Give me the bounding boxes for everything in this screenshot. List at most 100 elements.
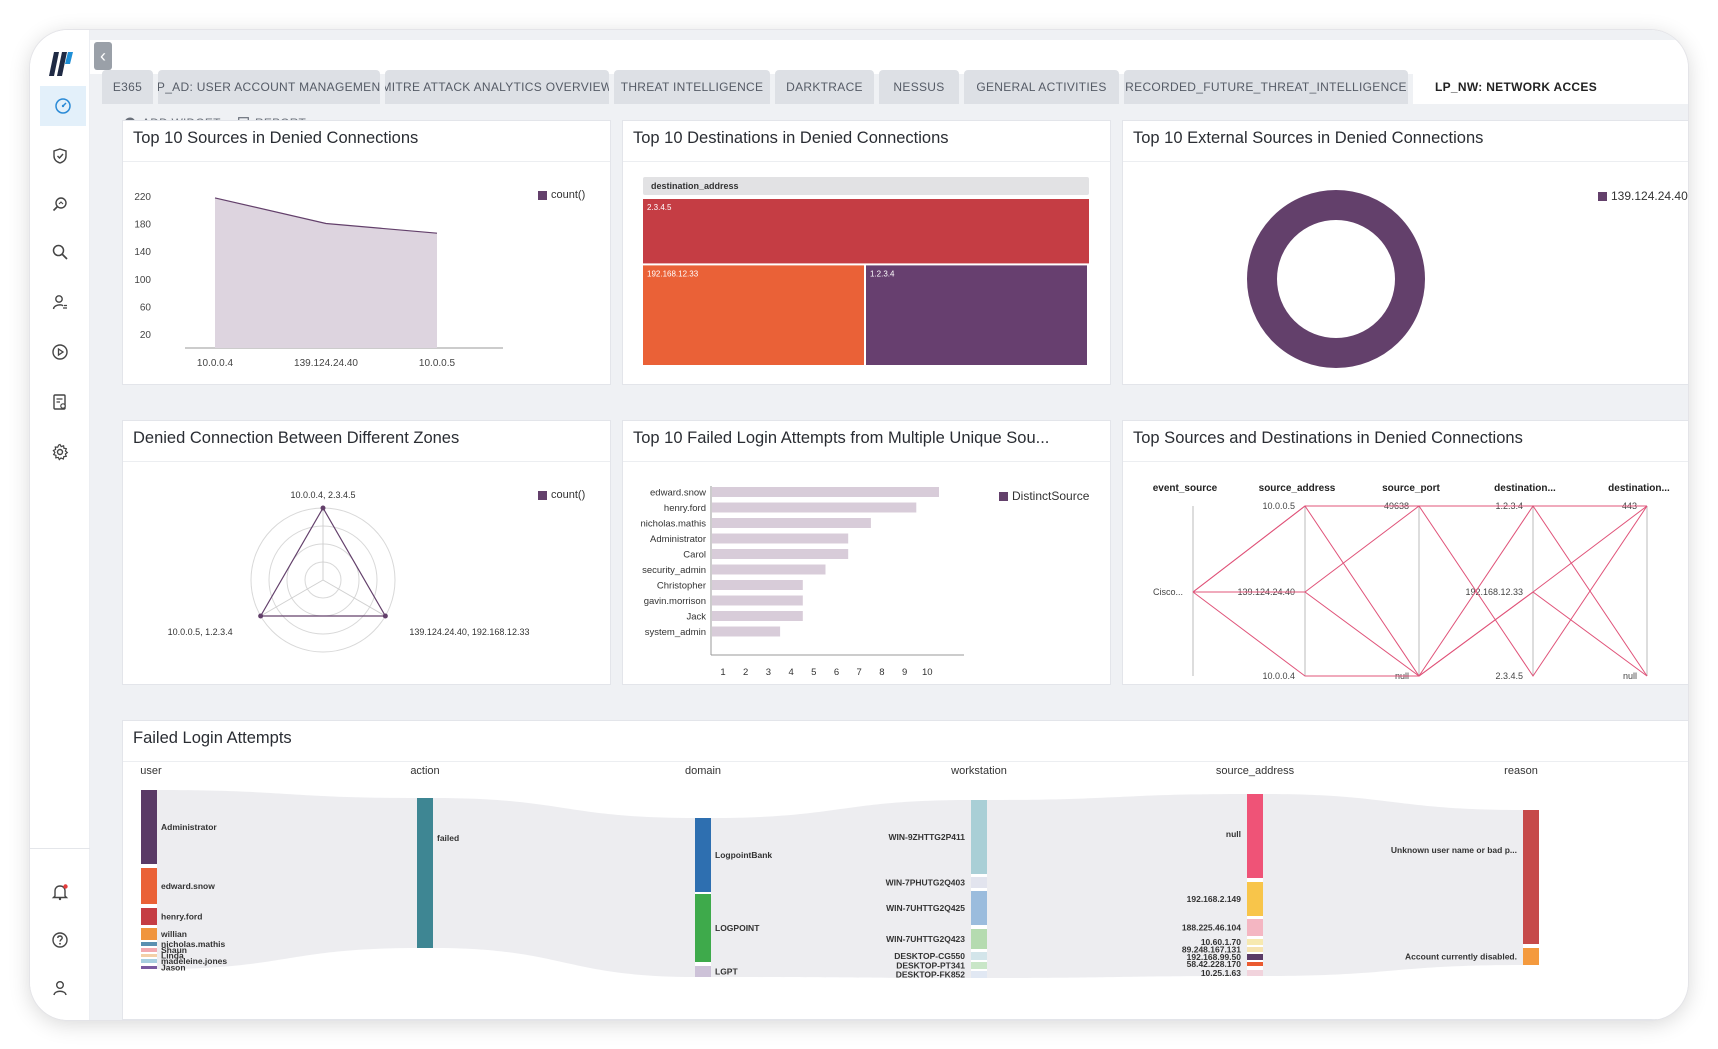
axis-tick-label: 10.0.0.5: [1262, 501, 1295, 511]
tab-scroll-left-button[interactable]: ‹: [94, 42, 112, 70]
legend-swatch: [538, 490, 547, 500]
treemap-cell: [643, 265, 864, 365]
x-tick-label: 7: [857, 667, 862, 678]
x-tick-label: 9: [902, 667, 907, 678]
gear-icon[interactable]: [40, 432, 80, 472]
tab-lp-nw-network-access[interactable]: LP_NW: NETWORK ACCES: [1413, 70, 1688, 104]
tab-lp-ad-user-account-management[interactable]: LP_AD: USER ACCOUNT MANAGEMENT: [158, 70, 380, 104]
widget-divider: [123, 161, 610, 162]
widget-divider: [1123, 161, 1688, 162]
sankey-node-label: WIN-9ZHTTG2P411: [888, 832, 965, 842]
radar-point: [382, 613, 388, 619]
x-tick-label: 10.0.0.5: [419, 358, 456, 369]
chart-legend: count(): [538, 489, 585, 501]
legend-label: count(): [551, 489, 586, 501]
bar: [712, 595, 803, 606]
tab-general-activities[interactable]: GENERAL ACTIVITIES: [964, 70, 1119, 104]
play-icon[interactable]: [40, 332, 80, 372]
sankey-node: [695, 894, 711, 962]
tab-label: LP_AD: USER ACCOUNT MANAGEMENT: [158, 80, 380, 94]
sankey-node-label: 10.60.1.70: [1201, 937, 1241, 947]
sankey-node: [141, 908, 157, 925]
sankey-node-label: edward.snow: [161, 881, 215, 891]
report-icon[interactable]: [40, 382, 80, 422]
help-icon[interactable]: [40, 920, 80, 960]
sankey-link: [1263, 794, 1523, 976]
tab-label: LP_NW: NETWORK ACCES: [1435, 80, 1597, 94]
sankey-node-label: Unknown user name or bad p...: [1391, 845, 1517, 855]
legend-label: 139.124.24.40: [1611, 189, 1688, 203]
logpoint-logo: [49, 52, 73, 76]
axis-tick-label: 192.168.12.33: [1465, 587, 1523, 597]
dimension-label: destination...: [1494, 483, 1556, 494]
sankey-link: [987, 794, 1247, 978]
y-tick-label: Christopher: [657, 581, 706, 592]
donut-slice: [1247, 190, 1425, 368]
x-tick-label: 6: [834, 667, 839, 678]
sankey-node-label: Account currently disabled.: [1405, 952, 1517, 962]
sankey-node-label: 192.168.2.149: [1187, 894, 1242, 904]
y-tick-label: 180: [134, 220, 151, 231]
area-series-line: [214, 197, 438, 234]
sankey-node-label: WIN-7UHTTG2Q425: [886, 903, 965, 913]
area-chart: 20 60 100 140 180 220 10.0.0.4 139.124.24.40 10.…: [134, 192, 503, 369]
sankey-node-label: LogpointBank: [715, 850, 772, 860]
sankey-node-label: null: [1226, 829, 1241, 839]
sankey-node-label: failed: [437, 833, 459, 843]
y-tick-label: 60: [140, 303, 152, 314]
area-series-fill: [215, 197, 437, 348]
tab-mitre-attack-analytics-overview[interactable]: MITRE ATTACK ANALYTICS OVERVIEW: [385, 70, 609, 104]
widget-top-external-sources: Top 10 External Sources in Denied Connec…: [1122, 120, 1688, 385]
bar: [712, 611, 803, 621]
sankey-node: [1247, 882, 1263, 916]
treemap-cell-label: 1.2.3.4: [870, 269, 895, 278]
sankey-node-label: DESKTOP-FK852: [896, 970, 966, 980]
sankey-node: [141, 790, 157, 864]
app-window: ‹ E365 LP_AD: USER ACCOUNT MANAGEMENT MI…: [30, 30, 1688, 1020]
widget-divider: [123, 461, 610, 462]
widget-title: Top 10 Destinations in Denied Connection…: [633, 129, 949, 147]
sankey-node: [1247, 794, 1263, 878]
x-tick-label: 1: [720, 667, 725, 678]
tab-nessus[interactable]: NESSUS: [879, 70, 959, 104]
tab-darktrace[interactable]: DARKTRACE: [775, 70, 874, 104]
sankey-node-label: WIN-7PHUTG2Q403: [886, 878, 966, 888]
tab-e365[interactable]: E365: [102, 70, 153, 104]
legend-swatch: [1598, 191, 1607, 201]
horizontal-bar-chart: edward.snow henry.ford nicholas.mathis Admi…: [641, 486, 964, 678]
sankey-column-label: action: [410, 765, 439, 777]
dashboard-icon[interactable]: [40, 86, 86, 126]
legend-label: DistinctSource: [1012, 489, 1090, 503]
sankey-node: [971, 962, 987, 969]
y-tick-label: edward.snow: [650, 488, 706, 499]
bell-icon[interactable]: [40, 872, 80, 912]
axis-tick-label: 10.0.0.4: [1262, 671, 1295, 681]
sankey-node: [141, 954, 157, 957]
search-icon[interactable]: [40, 232, 80, 272]
user-settings-icon[interactable]: [40, 282, 80, 322]
sankey-column-label: source_address: [1216, 765, 1295, 777]
x-tick-label: 8: [879, 667, 884, 678]
y-tick-label: security_admin: [642, 565, 706, 576]
sankey-node: [695, 818, 711, 892]
tab-threat-intelligence[interactable]: THREAT INTELLIGENCE: [614, 70, 770, 104]
sidebar: [30, 30, 90, 1020]
widget-title: Top 10 Sources in Denied Connections: [133, 129, 419, 147]
x-tick-label: 5: [811, 667, 816, 678]
sankey-node: [141, 942, 157, 946]
search-analytics-icon[interactable]: [40, 184, 80, 224]
bar: [712, 549, 849, 559]
y-tick-label: 20: [140, 330, 152, 341]
dimension-label: destination...: [1608, 483, 1670, 494]
sankey-column-label: workstation: [950, 765, 1007, 777]
sankey-chart: user Administrator edward.snow henry.ford wi…: [140, 765, 1539, 980]
widget-top-sources: Top 10 Sources in Denied Connections 20 6…: [122, 120, 611, 385]
tab-bar-bg: [90, 40, 1688, 74]
widget-title: Failed Login Attempts: [133, 729, 292, 747]
sankey-node: [971, 929, 987, 949]
tab-recorded-future-threat-intelligence[interactable]: RECORDED_FUTURE_THREAT_INTELLIGENCE: [1124, 70, 1408, 104]
user-icon[interactable]: [40, 968, 80, 1008]
sankey-node: [141, 948, 157, 952]
sankey-node-label: 188.225.46.104: [1182, 923, 1241, 933]
shield-icon[interactable]: [40, 136, 80, 176]
